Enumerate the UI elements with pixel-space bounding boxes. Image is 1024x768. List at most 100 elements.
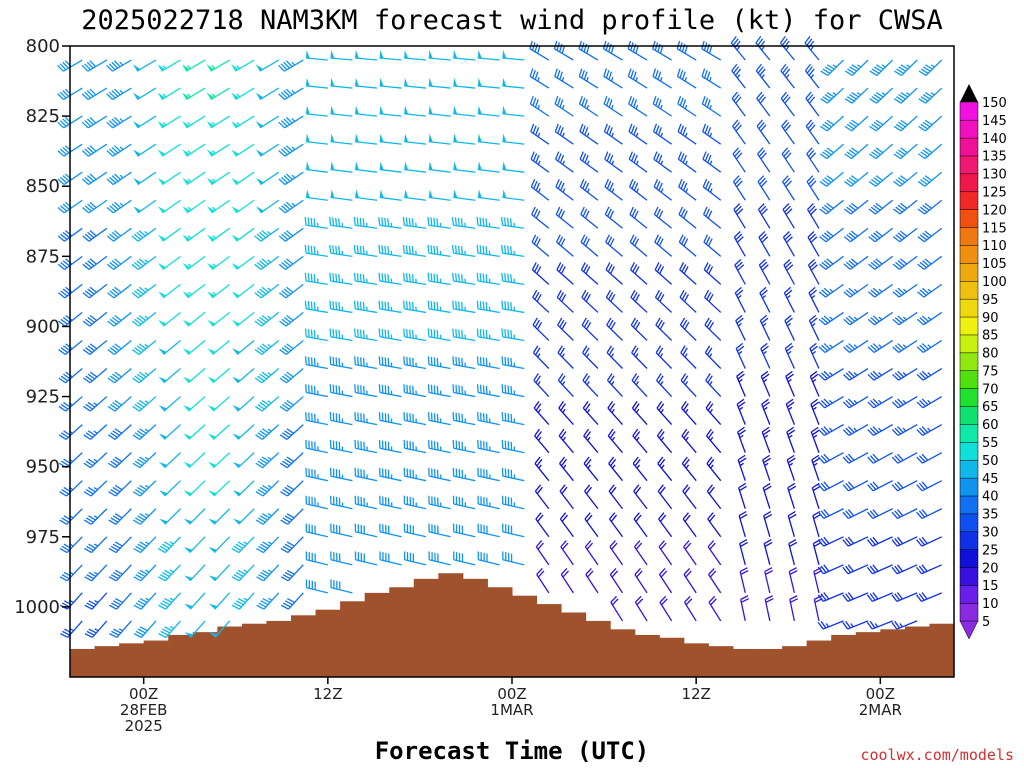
- barb-full: [304, 300, 307, 309]
- barb-full: [866, 566, 874, 575]
- wind-barb: [633, 540, 648, 566]
- barb-staff: [164, 564, 181, 582]
- barb-full: [258, 574, 267, 580]
- barb-staff: [404, 559, 427, 566]
- wind-barb: [810, 398, 820, 425]
- barb-full: [111, 61, 119, 69]
- barb-full: [433, 245, 436, 255]
- barb-full: [761, 236, 769, 243]
- barb-half: [857, 64, 862, 68]
- wind-barb: [58, 452, 83, 469]
- barb-full: [85, 460, 94, 467]
- barb-staff: [783, 292, 795, 313]
- barb-full: [611, 570, 619, 578]
- barb-staff: [923, 311, 943, 326]
- wind-barb: [304, 244, 328, 257]
- barb-full: [811, 373, 819, 380]
- barb-full: [823, 426, 831, 433]
- barb-staff: [921, 592, 942, 603]
- barb-staff: [759, 292, 771, 313]
- barb-flag: [379, 161, 384, 170]
- barb-staff: [284, 115, 304, 129]
- barb-full: [476, 356, 479, 365]
- barb-half: [586, 132, 590, 137]
- wind-barb: [207, 311, 231, 327]
- wind-barb: [701, 40, 722, 61]
- wind-barb: [378, 412, 402, 426]
- barb-full: [704, 125, 709, 134]
- wind-barb: [653, 179, 673, 201]
- barb-full: [57, 64, 64, 72]
- barb-full: [684, 321, 690, 330]
- barb-full: [235, 543, 244, 549]
- barb-full: [609, 266, 615, 275]
- wind-barb: [427, 356, 451, 370]
- barb-full: [760, 370, 769, 377]
- barb-full: [106, 178, 114, 186]
- barb-full: [485, 274, 488, 283]
- barb-full: [785, 180, 792, 188]
- barb-half: [611, 408, 615, 414]
- barb-full: [332, 328, 335, 338]
- barb-full: [846, 151, 855, 158]
- wind-barb: [502, 105, 525, 117]
- barb-full: [870, 206, 879, 213]
- barb-full: [86, 602, 95, 608]
- barb-flag: [157, 149, 166, 157]
- wind-barb: [578, 40, 599, 61]
- wind-barb: [761, 398, 771, 425]
- barb-half: [635, 353, 639, 358]
- barb-staff: [502, 503, 525, 510]
- barb-staff: [138, 368, 157, 384]
- wind-barb: [842, 508, 869, 520]
- wind-barb: [891, 395, 918, 409]
- wind-barb: [759, 286, 771, 313]
- wind-barb: [82, 311, 108, 327]
- barb-staff: [136, 115, 157, 129]
- barb-full: [135, 545, 144, 551]
- barb-flag: [208, 518, 217, 525]
- barb-full: [278, 93, 285, 100]
- barb-staff: [477, 363, 500, 370]
- barb-staff: [286, 396, 304, 412]
- barb-full: [57, 206, 65, 214]
- barb-half: [561, 77, 565, 82]
- barb-staff: [826, 115, 844, 132]
- barb-full: [111, 630, 120, 636]
- barb-full: [706, 127, 712, 136]
- barb-full: [610, 595, 618, 603]
- barb-full: [262, 598, 271, 604]
- barb-full: [307, 328, 310, 338]
- wind-barb: [476, 216, 500, 229]
- wind-barb: [703, 262, 722, 285]
- wind-barb: [231, 115, 255, 129]
- colorbar: 5101520253035404550556065707580859095100…: [959, 84, 1007, 640]
- barb-staff: [807, 264, 820, 285]
- barb-full: [848, 315, 856, 322]
- barb-full: [738, 482, 747, 489]
- barb-full: [609, 403, 616, 411]
- barb-staff: [330, 85, 353, 89]
- barb-full: [561, 45, 566, 54]
- barb-full: [88, 543, 97, 549]
- barb-full: [633, 347, 639, 356]
- barb-staff: [211, 171, 230, 186]
- barb-staff: [578, 48, 599, 61]
- wind-barb: [207, 199, 230, 214]
- barb-full: [631, 153, 636, 162]
- barb-full: [378, 272, 381, 282]
- barb-full: [387, 246, 390, 255]
- barb-full: [736, 317, 744, 324]
- barb-half: [187, 235, 192, 239]
- barb-full: [822, 123, 830, 130]
- barb-full: [535, 347, 541, 356]
- barb-staff: [477, 196, 500, 201]
- barb-full: [607, 208, 612, 217]
- barb-full: [869, 98, 877, 104]
- barb-full: [708, 567, 715, 575]
- wind-barb: [844, 59, 869, 76]
- barb-staff: [237, 396, 255, 412]
- barb-full: [818, 318, 826, 326]
- barb-staff: [733, 236, 746, 257]
- wind-barb: [305, 105, 328, 117]
